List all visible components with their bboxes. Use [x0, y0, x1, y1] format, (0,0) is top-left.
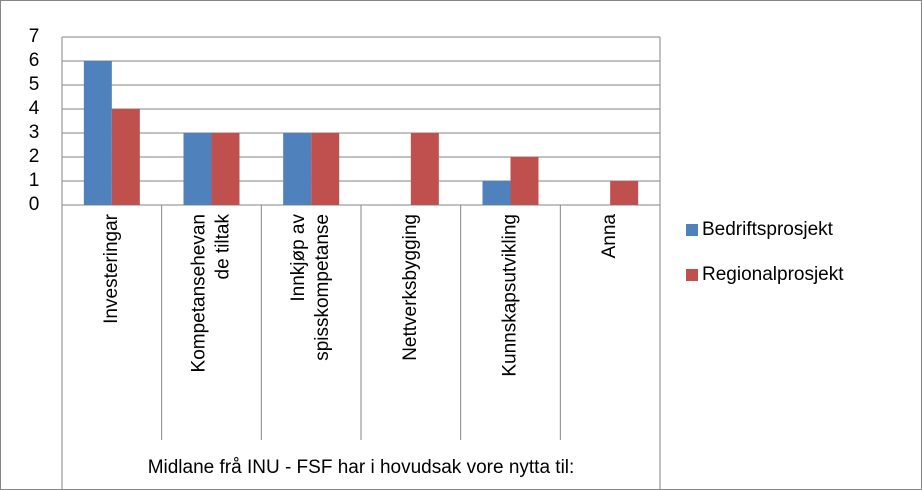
y-tick-label: 6	[29, 50, 40, 71]
bar	[510, 157, 539, 205]
y-tick-label: 3	[29, 122, 40, 143]
x-tick-label: Innkjøp av spisskompetanse	[288, 214, 333, 361]
x-tick-label: Anna	[599, 214, 620, 259]
legend-label: Regionalprosjekt	[702, 264, 844, 285]
x-axis-label: Midlane frå INU - FSF har i hovudsak vor…	[148, 457, 575, 478]
x-tick-label: Nettverksbygging	[400, 214, 421, 361]
bar	[610, 181, 639, 205]
bar	[83, 61, 112, 205]
y-tick-label: 5	[29, 74, 40, 95]
legend-label: Bedriftsprosjekt	[702, 219, 834, 240]
y-tick-label: 2	[29, 146, 40, 167]
bar	[111, 109, 140, 205]
legend-swatch	[686, 269, 698, 281]
legend-swatch	[686, 224, 698, 236]
y-tick-label: 1	[29, 170, 40, 191]
bar	[211, 133, 240, 205]
bar	[183, 133, 212, 205]
y-tick-label: 4	[29, 98, 40, 119]
bar	[311, 133, 340, 205]
y-tick-label: 7	[29, 26, 40, 47]
x-tick-label: Investeringar	[101, 213, 122, 324]
y-tick-label: 0	[29, 194, 40, 215]
bar	[482, 181, 511, 205]
bar	[283, 133, 312, 205]
x-tick-label: Kompetansehevan de tiltak	[189, 214, 234, 373]
x-tick-label: Kunnskapsutvikling	[500, 214, 521, 377]
bar	[410, 133, 439, 205]
